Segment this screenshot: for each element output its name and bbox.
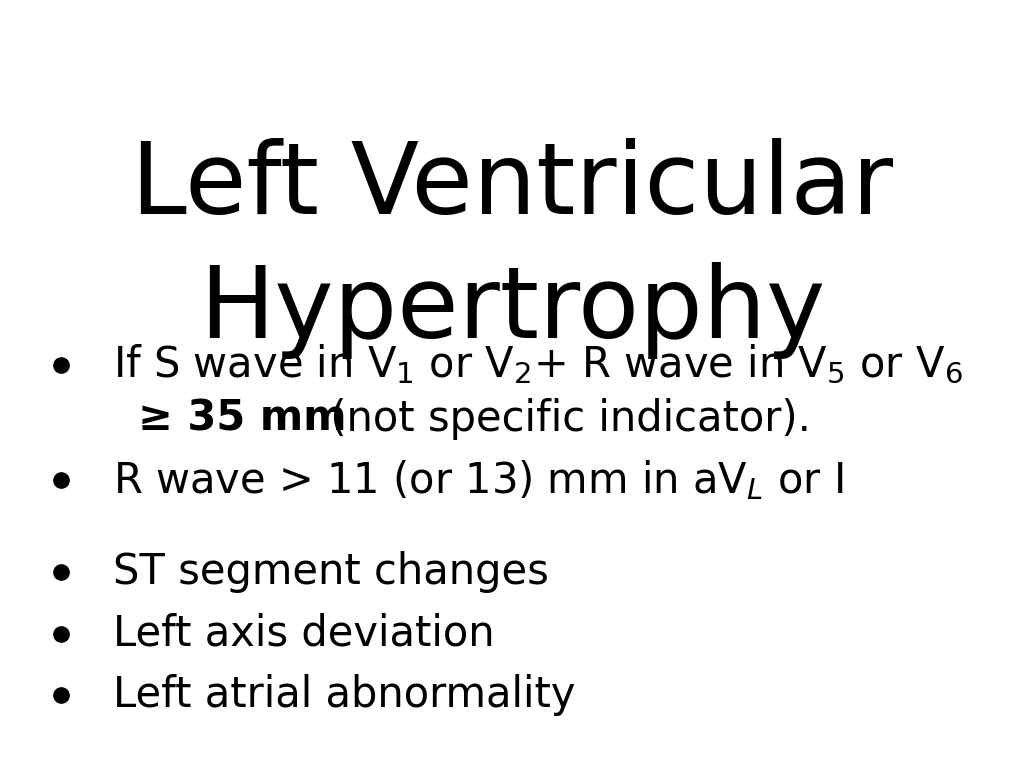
Text: ST segment changes: ST segment changes [113,551,549,593]
Text: Left Ventricular
Hypertrophy: Left Ventricular Hypertrophy [131,138,893,359]
Text: R wave > 11 (or 13) mm in aV$_L$ or I: R wave > 11 (or 13) mm in aV$_L$ or I [113,458,843,502]
Text: Left atrial abnormality: Left atrial abnormality [113,674,575,716]
Text: If S wave in V$_1$ or V$_2$+ R wave in V$_5$ or V$_6$: If S wave in V$_1$ or V$_2$+ R wave in V… [113,343,963,386]
Text: (not specific indicator).: (not specific indicator). [317,398,811,439]
Text: ≥ 35 mm: ≥ 35 mm [138,398,347,439]
Text: Left axis deviation: Left axis deviation [113,613,495,654]
